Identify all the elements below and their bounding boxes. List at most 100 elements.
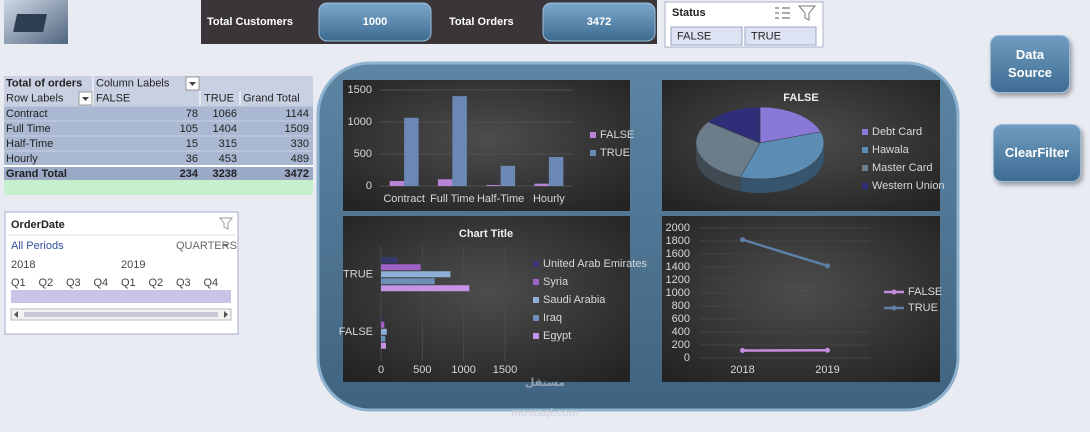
pivot-column-header: TRUE: [204, 92, 234, 104]
timeline-quarter[interactable]: Q2: [149, 277, 164, 289]
pivot-row: [4, 151, 313, 166]
pie-slice: [739, 131, 825, 180]
clear-filter-icon[interactable]: [797, 5, 817, 21]
y-tick-label: 500: [354, 148, 372, 160]
bar: [500, 165, 516, 186]
timeline-quarter[interactable]: Q3: [66, 277, 81, 289]
data-source-button[interactable]: Data Source: [990, 35, 1070, 93]
pivot-cell: 1509: [285, 123, 309, 135]
bar: [452, 96, 467, 186]
line-marker: [825, 263, 830, 269]
timeline-title: OrderDate: [11, 219, 65, 231]
pivot-row-label: Contract: [6, 108, 48, 120]
chart-area: [343, 216, 630, 382]
y-tick-label: 400: [672, 326, 690, 338]
line-marker: [825, 347, 830, 353]
legend-label: TRUE: [600, 147, 630, 159]
line: [742, 238, 828, 268]
kpi-label: Total Orders: [449, 16, 514, 28]
watermark-arabic: مستقل: [525, 376, 565, 389]
pivot-cell: 1144: [285, 108, 309, 120]
timeline-quarter[interactable]: Q4: [94, 277, 109, 289]
legend-label: Western Union: [872, 180, 945, 192]
timeline-year: 2019: [121, 259, 145, 271]
legend-label: FALSE: [908, 286, 942, 298]
pivot-cell: 36: [186, 153, 198, 165]
y-tick-label: 0: [366, 180, 372, 192]
y-tick-label: 200: [672, 339, 690, 351]
legend-label: Syria: [543, 276, 569, 288]
dropdown-arrow: [189, 82, 196, 86]
y-tick-label: FALSE: [339, 326, 373, 338]
timeline-quarter[interactable]: Q3: [176, 277, 191, 289]
slicer-item-label: FALSE: [677, 30, 711, 42]
line-marker: [740, 348, 745, 354]
y-tick-label: TRUE: [343, 269, 373, 281]
pivot-cell: 3238: [213, 168, 237, 180]
legend-label: Saudi Arabia: [543, 294, 606, 306]
legend-swatch: [862, 129, 868, 135]
legend-label: Debt Card: [872, 126, 922, 138]
bar: [381, 321, 385, 328]
timeline-period: All Periods: [11, 240, 64, 252]
pie-slice: [695, 121, 761, 178]
y-tick-label: 1800: [666, 235, 690, 247]
kpi-box: [542, 2, 656, 42]
timeline-quarter[interactable]: Q2: [39, 277, 54, 289]
kpi-value: 3472: [587, 16, 611, 28]
x-tick-label: 2019: [815, 364, 839, 376]
timeline-quarter[interactable]: Q4: [204, 277, 219, 289]
pivot-cell: 453: [219, 153, 237, 165]
clear-filter-button[interactable]: ClearFilter: [993, 124, 1081, 182]
legend-swatch: [533, 333, 539, 339]
legend-swatch: [533, 297, 539, 303]
slicer-item[interactable]: [670, 26, 743, 46]
kpi-label: Total Customers: [207, 16, 293, 28]
timeline-quarter[interactable]: Q1: [121, 277, 136, 289]
timeline-selection[interactable]: [11, 290, 231, 303]
pie-slice: [759, 106, 822, 144]
bar: [381, 271, 451, 278]
y-tick-label: 800: [672, 300, 690, 312]
kpi-box: [318, 2, 432, 42]
timeline-level[interactable]: QUARTERS: [176, 240, 237, 252]
y-tick-label: 1200: [666, 274, 690, 286]
legend-label: Hawala: [872, 144, 910, 156]
legend-swatch: [533, 279, 539, 285]
legend-swatch: [862, 183, 868, 189]
slicer-item[interactable]: [744, 26, 817, 46]
pivot-row-label: Hourly: [6, 153, 38, 165]
y-tick-label: 0: [684, 352, 690, 364]
pivot-cell: 489: [291, 153, 309, 165]
pivot-row: [4, 166, 313, 181]
timeline-clear[interactable]: [218, 217, 234, 230]
chart-title: FALSE: [783, 92, 818, 104]
legend-label: Egypt: [543, 330, 571, 342]
y-tick-label: 1600: [666, 248, 690, 260]
legend-swatch: [862, 165, 868, 171]
legend-label: TRUE: [908, 302, 938, 314]
timeline-quarter[interactable]: Q1: [11, 277, 26, 289]
bar: [381, 314, 382, 321]
bar: [381, 342, 386, 349]
pivot-row-labels: Row Labels: [6, 92, 64, 104]
legend-label: Master Card: [872, 162, 933, 174]
x-tick-label: Hourly: [533, 193, 565, 205]
pivot-cell: 1066: [213, 108, 237, 120]
y-tick-label: 1000: [348, 116, 372, 128]
x-tick-label: Half-Time: [477, 193, 524, 205]
x-tick-label: 1500: [493, 364, 517, 376]
legend-swatch: [590, 150, 596, 156]
multi-select-icon[interactable]: [775, 7, 790, 19]
legend-label: FALSE: [600, 129, 634, 141]
pivot-column-header: Grand Total: [243, 92, 300, 104]
bar: [381, 257, 398, 264]
legend-swatch: [533, 261, 539, 267]
chart-area: [343, 80, 630, 211]
pivot-header: [4, 76, 313, 106]
line-marker: [740, 237, 745, 243]
pivot-cell: 1404: [213, 123, 237, 135]
x-tick-label: Contract: [383, 193, 425, 205]
pie-slice: [707, 106, 761, 144]
